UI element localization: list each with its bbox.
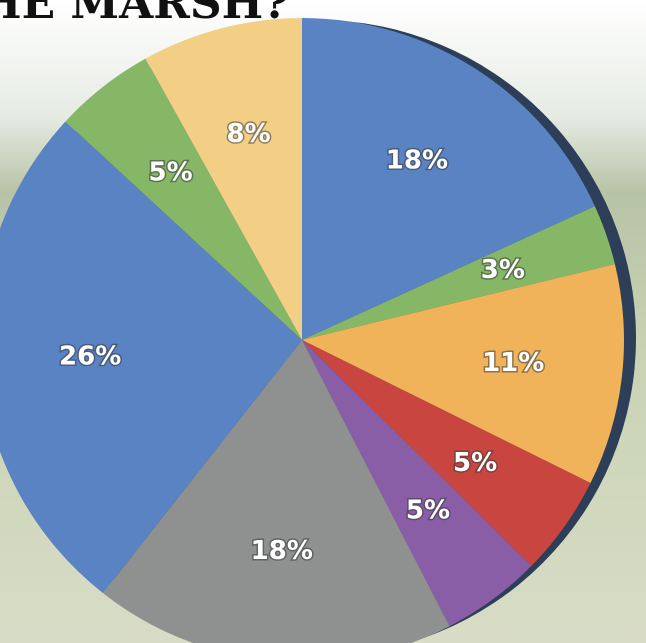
slice-label: 5%	[406, 496, 450, 526]
slice-label: 26%	[59, 341, 121, 371]
slice-label: 18%	[386, 146, 448, 176]
slice-label: 3%	[481, 255, 525, 285]
chart-title: HE MARSH?	[0, 0, 289, 29]
slice-label: 5%	[149, 157, 193, 187]
chart: 18%3%11%5%5%18%26%5%8% HE MARSH?	[0, 0, 646, 643]
slice-label: 5%	[453, 448, 497, 478]
slice-label: 8%	[227, 119, 271, 149]
slice-label: 18%	[251, 536, 313, 566]
slice-label: 11%	[482, 348, 544, 378]
